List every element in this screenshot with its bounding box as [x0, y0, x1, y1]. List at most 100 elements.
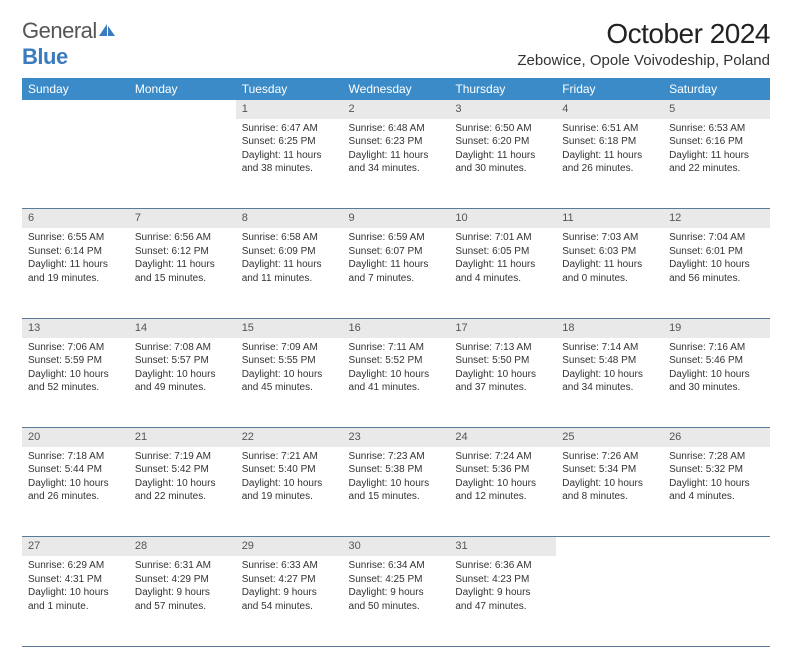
day-number-cell: 3 — [449, 100, 556, 119]
day-number: 21 — [129, 428, 236, 447]
day-header: Friday — [556, 78, 663, 100]
day-number-cell: 16 — [343, 318, 450, 337]
sunset-text: Sunset: 5:40 PM — [242, 463, 337, 477]
daylight-text: and 26 minutes. — [28, 490, 123, 504]
day-header: Saturday — [663, 78, 770, 100]
daylight-text: and 26 minutes. — [562, 162, 657, 176]
day-header: Thursday — [449, 78, 556, 100]
calendar-header-row: SundayMondayTuesdayWednesdayThursdayFrid… — [22, 78, 770, 100]
day-number-cell: 2 — [343, 100, 450, 119]
day-number-cell: 23 — [343, 428, 450, 447]
sunset-text: Sunset: 6:16 PM — [669, 135, 764, 149]
day-details: Sunrise: 7:16 AMSunset: 5:46 PMDaylight:… — [663, 338, 770, 398]
sunset-text: Sunset: 5:42 PM — [135, 463, 230, 477]
sunset-text: Sunset: 6:05 PM — [455, 245, 550, 259]
day-number-cell — [556, 537, 663, 556]
daylight-text: and 34 minutes. — [349, 162, 444, 176]
day-cell: Sunrise: 7:26 AMSunset: 5:34 PMDaylight:… — [556, 447, 663, 537]
day-number-cell: 7 — [129, 209, 236, 228]
day-details: Sunrise: 7:13 AMSunset: 5:50 PMDaylight:… — [449, 338, 556, 398]
daylight-text: and 22 minutes. — [669, 162, 764, 176]
sunset-text: Sunset: 6:23 PM — [349, 135, 444, 149]
week-content-row: Sunrise: 6:29 AMSunset: 4:31 PMDaylight:… — [22, 556, 770, 646]
week-content-row: Sunrise: 7:18 AMSunset: 5:44 PMDaylight:… — [22, 447, 770, 537]
day-cell: Sunrise: 6:55 AMSunset: 6:14 PMDaylight:… — [22, 228, 129, 318]
daylight-text: Daylight: 9 hours — [242, 586, 337, 600]
day-number-cell: 5 — [663, 100, 770, 119]
sunrise-text: Sunrise: 7:26 AM — [562, 450, 657, 464]
daylight-text: Daylight: 10 hours — [669, 258, 764, 272]
daylight-text: Daylight: 11 hours — [135, 258, 230, 272]
day-details: Sunrise: 7:26 AMSunset: 5:34 PMDaylight:… — [556, 447, 663, 507]
sunset-text: Sunset: 5:36 PM — [455, 463, 550, 477]
day-number-cell — [129, 100, 236, 119]
day-number: 4 — [556, 100, 663, 119]
daylight-text: Daylight: 11 hours — [242, 258, 337, 272]
day-cell: Sunrise: 7:03 AMSunset: 6:03 PMDaylight:… — [556, 228, 663, 318]
daylight-text: and 45 minutes. — [242, 381, 337, 395]
sunset-text: Sunset: 5:59 PM — [28, 354, 123, 368]
day-cell: Sunrise: 7:19 AMSunset: 5:42 PMDaylight:… — [129, 447, 236, 537]
day-number-cell: 29 — [236, 537, 343, 556]
day-number-cell: 11 — [556, 209, 663, 228]
daylight-text: and 4 minutes. — [455, 272, 550, 286]
daylight-text: and 38 minutes. — [242, 162, 337, 176]
day-cell: Sunrise: 6:56 AMSunset: 6:12 PMDaylight:… — [129, 228, 236, 318]
sunrise-text: Sunrise: 6:47 AM — [242, 122, 337, 136]
sunrise-text: Sunrise: 7:23 AM — [349, 450, 444, 464]
day-details: Sunrise: 6:50 AMSunset: 6:20 PMDaylight:… — [449, 119, 556, 179]
sunrise-text: Sunrise: 7:03 AM — [562, 231, 657, 245]
day-details: Sunrise: 6:53 AMSunset: 6:16 PMDaylight:… — [663, 119, 770, 179]
daylight-text: Daylight: 10 hours — [349, 368, 444, 382]
day-number-cell: 8 — [236, 209, 343, 228]
day-number-cell: 1 — [236, 100, 343, 119]
page-header: GeneralBlue October 2024 Zebowice, Opole… — [22, 18, 770, 70]
day-cell: Sunrise: 6:29 AMSunset: 4:31 PMDaylight:… — [22, 556, 129, 646]
sunset-text: Sunset: 5:44 PM — [28, 463, 123, 477]
sunrise-text: Sunrise: 6:29 AM — [28, 559, 123, 573]
week-content-row: Sunrise: 6:47 AMSunset: 6:25 PMDaylight:… — [22, 119, 770, 209]
sunset-text: Sunset: 6:18 PM — [562, 135, 657, 149]
daylight-text: Daylight: 9 hours — [349, 586, 444, 600]
day-number-cell: 14 — [129, 318, 236, 337]
sunrise-text: Sunrise: 7:24 AM — [455, 450, 550, 464]
day-number-cell — [22, 100, 129, 119]
sunset-text: Sunset: 6:03 PM — [562, 245, 657, 259]
sunrise-text: Sunrise: 6:33 AM — [242, 559, 337, 573]
daylight-text: and 12 minutes. — [455, 490, 550, 504]
daylight-text: Daylight: 11 hours — [28, 258, 123, 272]
location-text: Zebowice, Opole Voivodeship, Poland — [517, 52, 770, 69]
day-cell: Sunrise: 6:53 AMSunset: 6:16 PMDaylight:… — [663, 119, 770, 209]
day-number-cell: 15 — [236, 318, 343, 337]
day-number-cell: 26 — [663, 428, 770, 447]
day-cell: Sunrise: 6:59 AMSunset: 6:07 PMDaylight:… — [343, 228, 450, 318]
sunset-text: Sunset: 6:20 PM — [455, 135, 550, 149]
day-number — [556, 537, 663, 541]
day-number: 31 — [449, 537, 556, 556]
sunset-text: Sunset: 4:29 PM — [135, 573, 230, 587]
month-title: October 2024 — [517, 18, 770, 50]
day-number: 26 — [663, 428, 770, 447]
day-number-cell: 4 — [556, 100, 663, 119]
day-details: Sunrise: 6:33 AMSunset: 4:27 PMDaylight:… — [236, 556, 343, 616]
day-details: Sunrise: 7:14 AMSunset: 5:48 PMDaylight:… — [556, 338, 663, 398]
day-number-cell: 6 — [22, 209, 129, 228]
daylight-text: and 22 minutes. — [135, 490, 230, 504]
day-number-cell: 24 — [449, 428, 556, 447]
daylight-text: Daylight: 11 hours — [455, 258, 550, 272]
sunrise-text: Sunrise: 6:51 AM — [562, 122, 657, 136]
day-number: 24 — [449, 428, 556, 447]
day-number: 6 — [22, 209, 129, 228]
day-details: Sunrise: 7:06 AMSunset: 5:59 PMDaylight:… — [22, 338, 129, 398]
week-number-row: 2728293031 — [22, 537, 770, 556]
day-cell: Sunrise: 6:47 AMSunset: 6:25 PMDaylight:… — [236, 119, 343, 209]
day-details: Sunrise: 7:08 AMSunset: 5:57 PMDaylight:… — [129, 338, 236, 398]
daylight-text: Daylight: 11 hours — [669, 149, 764, 163]
day-number: 23 — [343, 428, 450, 447]
daylight-text: and 49 minutes. — [135, 381, 230, 395]
daylight-text: Daylight: 11 hours — [562, 149, 657, 163]
day-number — [22, 100, 129, 104]
sunset-text: Sunset: 6:09 PM — [242, 245, 337, 259]
day-number: 18 — [556, 319, 663, 338]
sunrise-text: Sunrise: 7:19 AM — [135, 450, 230, 464]
